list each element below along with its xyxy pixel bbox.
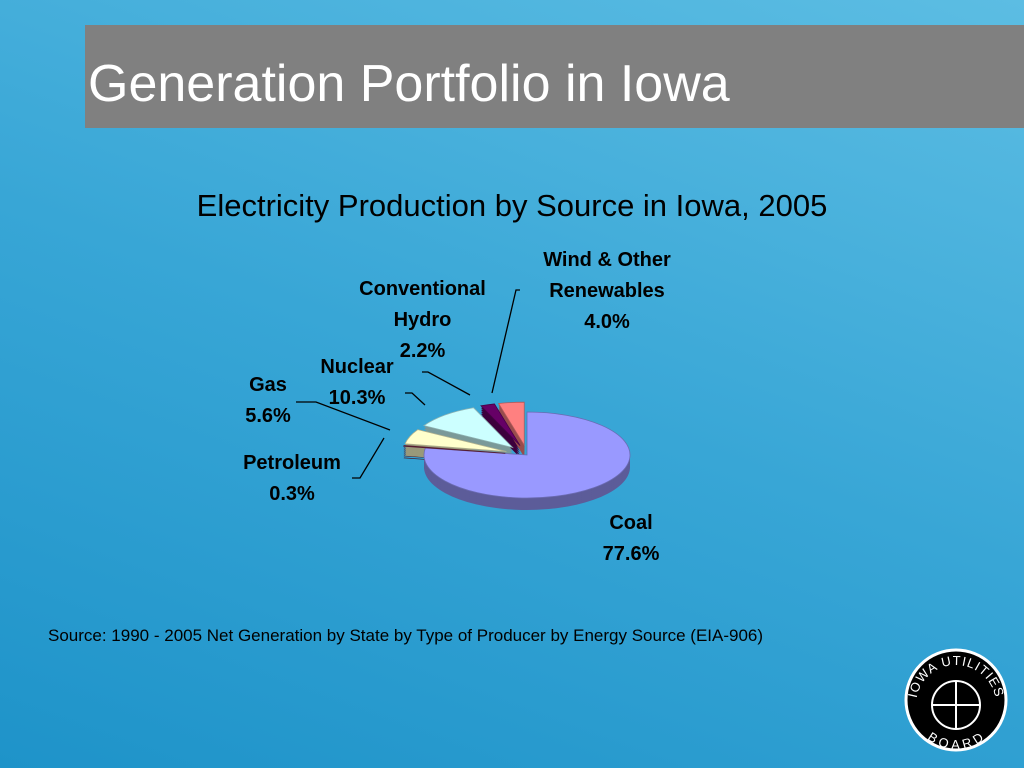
logo: IOWA UTILITIES BOARD: [904, 648, 1008, 752]
slice-side: [480, 411, 521, 454]
slice-label: Nuclear: [320, 356, 394, 378]
leader-line: [405, 392, 426, 406]
slice-label: Petroleum: [243, 452, 341, 474]
header-bar: [85, 25, 1024, 128]
slice-value-label: 0.3%: [269, 483, 315, 505]
pie: [403, 401, 631, 510]
leader-line: [352, 437, 385, 479]
slice-label: Wind & Other Renewables: [543, 249, 671, 302]
slice-value-label: 77.6%: [602, 543, 660, 565]
slice-label: Coal: [609, 512, 653, 534]
chart-title: Electricity Production by Source in Iowa…: [197, 188, 828, 223]
source-note: Source: 1990 - 2005 Net Generation by St…: [48, 626, 763, 645]
slice: [423, 407, 514, 449]
logo-text-bottom: BOARD: [925, 729, 986, 752]
slice: [423, 411, 631, 499]
slice-value-label: 5.6%: [245, 405, 291, 427]
slice-side: [480, 409, 521, 452]
slice-side: [480, 405, 521, 448]
leader-line: [422, 371, 471, 396]
slice-label: Gas: [249, 374, 287, 396]
slide-title: Generation Portfolio in Iowa: [88, 55, 730, 113]
slice-side: [480, 407, 521, 450]
slice-value-label: 2.2%: [399, 340, 446, 362]
leader-line: [491, 289, 520, 394]
leader-line: [296, 401, 391, 431]
slice: [404, 429, 507, 452]
slice: [480, 403, 521, 446]
slice: [403, 445, 506, 454]
logo-text: BOARD: [925, 729, 987, 752]
slice-value-label: 10.3%: [328, 387, 386, 409]
slice-label: Conventional Hydro: [359, 278, 486, 331]
slice-value-label: 4.0%: [584, 311, 630, 333]
slice: [497, 401, 525, 447]
leader-lines: [296, 289, 520, 479]
